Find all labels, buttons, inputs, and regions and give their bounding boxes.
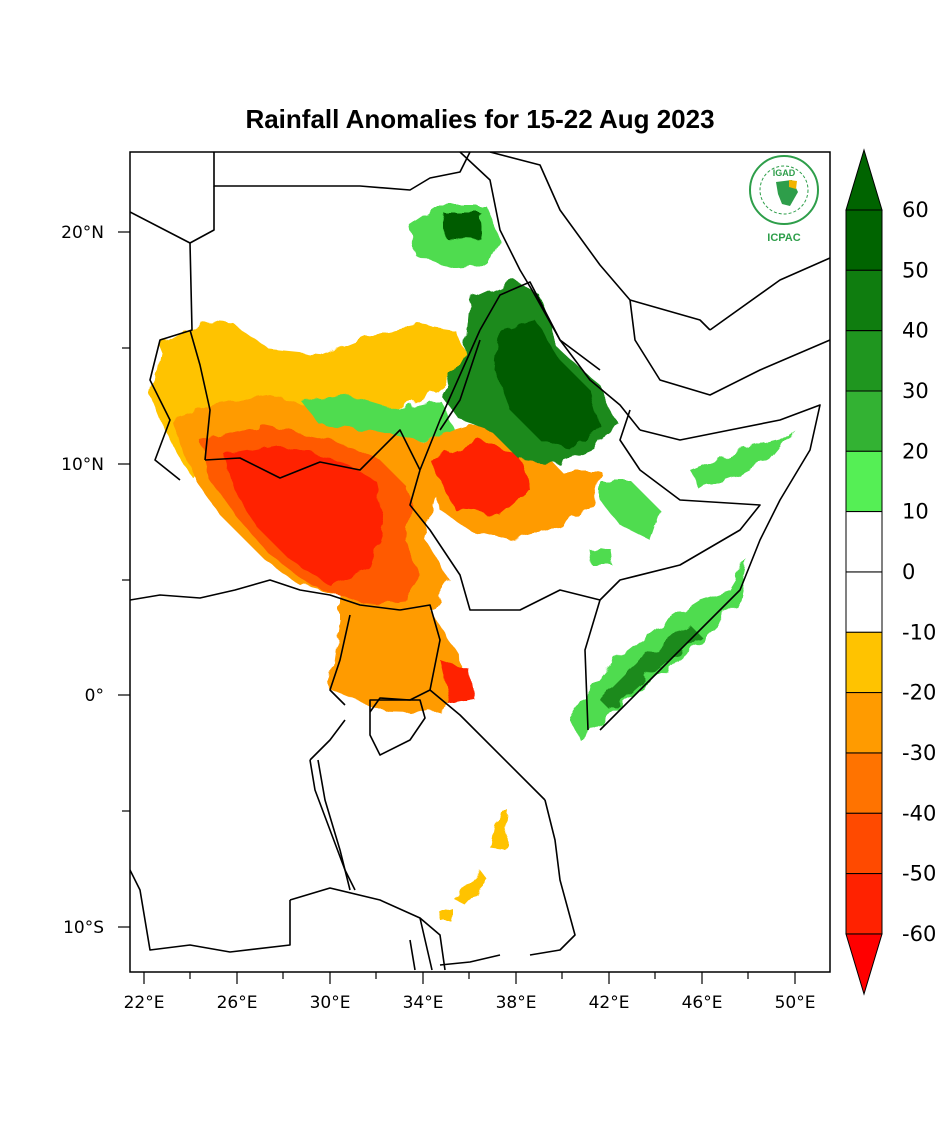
colorbar-label: 20	[902, 439, 929, 463]
colorbar-label: -10	[902, 620, 936, 644]
dry-anomaly-tanzania-2	[455, 870, 488, 905]
logo-horn-shape	[789, 180, 797, 189]
wet-anomaly-sudan-north-core	[443, 212, 482, 240]
x-tick-label: 22°E	[124, 993, 165, 1013]
wet-anomaly-sudan-east	[300, 395, 455, 440]
country-borders	[130, 152, 830, 971]
colorbar-label: 10	[902, 500, 929, 524]
y-axis-ticks	[118, 231, 130, 928]
logo-top-text: IGAD	[773, 168, 796, 178]
logo-bottom-text: ICPAC	[767, 232, 800, 244]
colorbar-label: -30	[902, 741, 936, 765]
colorbar-bottom-arrow	[845, 933, 883, 996]
x-tick-label: 26°E	[217, 993, 258, 1013]
x-tick-label: 30°E	[310, 993, 351, 1013]
y-tick-label: 10°S	[63, 918, 104, 938]
colorbar-segment	[845, 450, 883, 513]
colorbar-label: 0	[902, 560, 915, 584]
colorbar-label: 50	[902, 258, 929, 282]
wet-anomaly-somalia-core	[600, 625, 700, 710]
colorbar-segment	[845, 692, 883, 754]
dry-anomaly-kenya-west	[440, 660, 475, 705]
colorbar-label: -60	[902, 922, 936, 946]
colorbar-segment	[845, 209, 883, 271]
dry-anomaly-extreme-region	[225, 445, 385, 585]
colorbar-segment	[845, 752, 883, 814]
colorbar-label: -40	[902, 801, 936, 825]
y-tick-label: 20°N	[61, 223, 104, 243]
logo-wreath	[759, 165, 809, 215]
colorbar-label: -50	[902, 862, 936, 886]
colorbar-label: 30	[902, 379, 929, 403]
anomaly-field	[150, 205, 795, 922]
dry-anomaly-tanzania-3	[440, 908, 452, 922]
igad-icpac-logo: IGAD ICPAC	[749, 155, 819, 244]
colorbar-segment	[845, 631, 883, 694]
wet-anomaly-kenya-north	[590, 548, 612, 565]
map-frame	[129, 151, 831, 973]
y-tick-label: 0°	[85, 686, 104, 706]
y-tick-label: 10°N	[61, 455, 104, 475]
x-tick-label: 42°E	[589, 993, 630, 1013]
x-axis-ticks	[143, 972, 796, 984]
colorbar-segment	[845, 390, 883, 452]
colorbar-label: -20	[902, 681, 936, 705]
colorbar-segment	[845, 511, 883, 573]
colorbar-segment	[845, 330, 883, 392]
wet-anomaly-somaliland	[690, 430, 795, 490]
wet-anomaly-ogaden	[600, 480, 660, 540]
x-tick-label: 34°E	[403, 993, 444, 1013]
colorbar-segment	[845, 571, 883, 633]
wet-anomaly-highlands-core	[495, 320, 600, 450]
colorbar: 60 50 40 30 20 10 0 -10 -20 -30 -40 -50 -60	[845, 148, 936, 996]
colorbar-segment	[845, 269, 883, 332]
x-tick-label: 46°E	[682, 993, 723, 1013]
map-title: Rainfall Anomalies for 15-22 Aug 2023	[245, 104, 715, 134]
colorbar-top-arrow	[845, 148, 883, 211]
colorbar-segment	[845, 812, 883, 875]
colorbar-label: 60	[902, 198, 929, 222]
dry-anomaly-ethiopia-core	[430, 440, 530, 515]
colorbar-segment	[845, 873, 883, 935]
dry-anomaly-tanzania-1	[490, 812, 510, 850]
x-tick-label: 38°E	[496, 993, 537, 1013]
colorbar-label: 40	[902, 319, 929, 343]
x-tick-label: 50°E	[775, 993, 816, 1013]
